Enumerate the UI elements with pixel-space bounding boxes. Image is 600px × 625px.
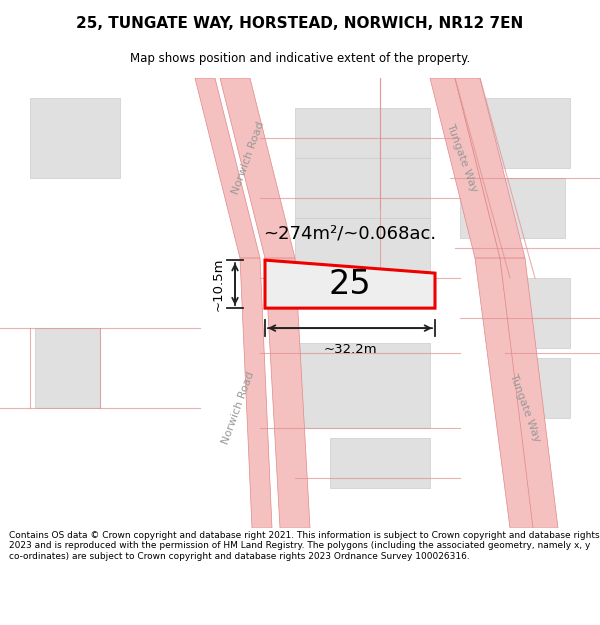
Polygon shape — [505, 278, 570, 348]
Text: ~10.5m: ~10.5m — [212, 258, 225, 311]
Polygon shape — [295, 108, 430, 158]
Polygon shape — [500, 258, 558, 528]
Text: Map shows position and indicative extent of the property.: Map shows position and indicative extent… — [130, 52, 470, 65]
Text: 25: 25 — [329, 268, 371, 301]
Polygon shape — [510, 358, 570, 418]
Polygon shape — [460, 178, 565, 238]
Polygon shape — [265, 258, 310, 528]
Text: ~274m²/~0.068ac.: ~274m²/~0.068ac. — [263, 224, 437, 242]
Polygon shape — [330, 438, 430, 488]
Polygon shape — [430, 78, 500, 258]
Polygon shape — [455, 98, 570, 168]
Polygon shape — [295, 218, 430, 278]
Polygon shape — [265, 260, 435, 308]
Polygon shape — [35, 328, 100, 408]
Polygon shape — [30, 98, 120, 178]
Polygon shape — [240, 258, 272, 528]
Polygon shape — [295, 343, 430, 428]
Polygon shape — [475, 258, 535, 528]
Text: ~32.2m: ~32.2m — [323, 343, 377, 356]
Text: Norwich Road: Norwich Road — [230, 121, 266, 196]
Polygon shape — [295, 158, 430, 218]
Polygon shape — [455, 78, 525, 258]
Text: 25, TUNGATE WAY, HORSTEAD, NORWICH, NR12 7EN: 25, TUNGATE WAY, HORSTEAD, NORWICH, NR12… — [76, 16, 524, 31]
Polygon shape — [220, 78, 295, 258]
Text: Tungate Way: Tungate Way — [508, 372, 542, 444]
Text: Tungate Way: Tungate Way — [445, 122, 479, 194]
Text: Contains OS data © Crown copyright and database right 2021. This information is : Contains OS data © Crown copyright and d… — [9, 531, 599, 561]
Polygon shape — [195, 78, 260, 258]
Text: Norwich Road: Norwich Road — [220, 371, 256, 446]
